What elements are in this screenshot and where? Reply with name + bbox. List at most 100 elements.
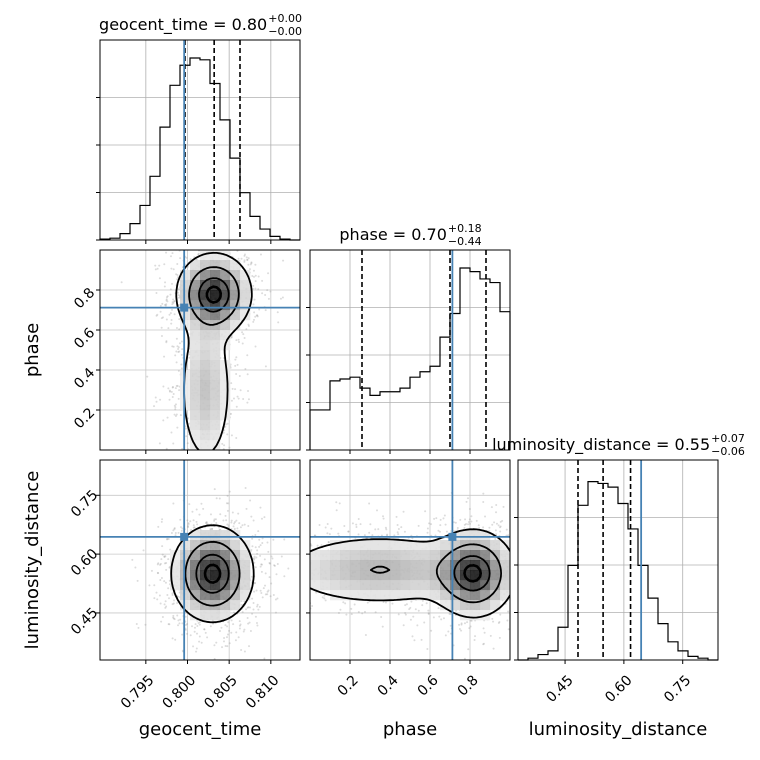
sample-point	[264, 593, 267, 596]
density-bin	[470, 590, 481, 601]
sample-point	[347, 530, 350, 533]
sample-point	[289, 544, 291, 546]
sample-point	[203, 628, 206, 631]
sample-point	[374, 528, 377, 531]
density-bin	[180, 390, 191, 401]
sample-point	[165, 562, 168, 565]
sample-point	[181, 348, 184, 351]
sample-point	[176, 602, 179, 605]
density-bin	[210, 530, 221, 541]
sample-point	[281, 296, 284, 299]
sample-point	[307, 558, 309, 560]
sample-point	[278, 550, 280, 552]
density-bin	[440, 550, 451, 561]
sample-point	[289, 551, 291, 553]
sample-point	[245, 256, 248, 259]
density-bin	[240, 550, 251, 561]
sample-point	[155, 291, 158, 294]
sample-point	[202, 507, 205, 510]
density-bin	[180, 580, 191, 591]
sample-point	[287, 608, 289, 610]
frame-phase-vs-luminosity_distance	[309, 459, 511, 661]
sample-point	[160, 577, 163, 580]
density-bin	[430, 560, 441, 571]
density-bin	[500, 580, 510, 591]
sample-point	[285, 573, 287, 575]
sample-point	[176, 426, 179, 429]
sample-point	[250, 262, 253, 265]
sample-point	[464, 518, 467, 521]
sample-point	[178, 622, 181, 625]
sample-point	[287, 617, 289, 619]
density-bin	[210, 270, 221, 281]
sample-point	[181, 454, 183, 456]
sample-point	[247, 389, 250, 392]
sample-point	[302, 545, 304, 547]
density-bin	[410, 540, 421, 551]
density-bin	[200, 320, 211, 331]
sample-point	[168, 566, 171, 569]
density-bin	[480, 600, 491, 611]
sample-point	[445, 530, 448, 533]
sample-point	[277, 559, 279, 561]
sample-point	[174, 638, 177, 641]
density-bin	[220, 370, 231, 381]
density-bin	[180, 280, 191, 291]
density-bin	[190, 260, 201, 271]
sample-point	[230, 336, 233, 339]
density-bin	[330, 590, 341, 601]
sample-point	[491, 523, 494, 526]
sample-point	[154, 396, 157, 399]
density-bin	[380, 580, 391, 591]
sample-point	[350, 607, 353, 610]
density-bin	[190, 570, 201, 581]
density-bin	[210, 580, 221, 591]
density-bin	[200, 550, 211, 561]
sample-point	[273, 564, 276, 567]
density-bin	[210, 610, 221, 621]
sample-point	[265, 599, 267, 601]
sample-point	[327, 541, 330, 544]
sample-point	[376, 509, 379, 512]
sample-point	[164, 606, 167, 609]
sample-point	[488, 526, 491, 529]
density-bin	[490, 590, 501, 601]
sample-point	[247, 398, 250, 401]
sample-point	[199, 621, 202, 624]
sample-point	[382, 517, 385, 520]
sample-point	[520, 609, 522, 611]
sample-point	[484, 515, 487, 518]
density-bin	[200, 380, 211, 391]
yaxis-label-luminosity_distance: luminosity_distance	[22, 471, 43, 650]
sample-point	[304, 544, 306, 546]
sample-point	[172, 268, 175, 271]
sample-point	[208, 483, 210, 485]
sample-point	[303, 573, 305, 575]
sample-point	[511, 611, 513, 613]
sample-point	[244, 368, 247, 371]
sample-point	[171, 252, 174, 255]
sample-point	[247, 323, 250, 326]
density-bin	[200, 430, 211, 441]
density-bin	[450, 560, 461, 571]
sample-point	[211, 473, 213, 475]
sample-point	[170, 390, 173, 393]
sample-point	[463, 527, 466, 530]
density-bin	[360, 590, 371, 601]
sample-point	[507, 534, 510, 537]
sample-point	[230, 455, 232, 457]
sample-point	[289, 521, 291, 523]
sample-point	[301, 545, 303, 547]
density-bin	[330, 560, 341, 571]
sample-point	[161, 302, 164, 305]
ytick-label-luminosity_distance: 0.45	[68, 605, 101, 638]
sample-point	[342, 601, 345, 604]
density-bin	[200, 360, 211, 371]
sample-point	[216, 452, 218, 454]
sample-point	[243, 253, 246, 256]
density-bin	[190, 370, 201, 381]
density-bin	[340, 570, 351, 581]
sample-point	[254, 615, 257, 618]
sample-point	[292, 542, 294, 544]
sample-point	[368, 502, 371, 505]
